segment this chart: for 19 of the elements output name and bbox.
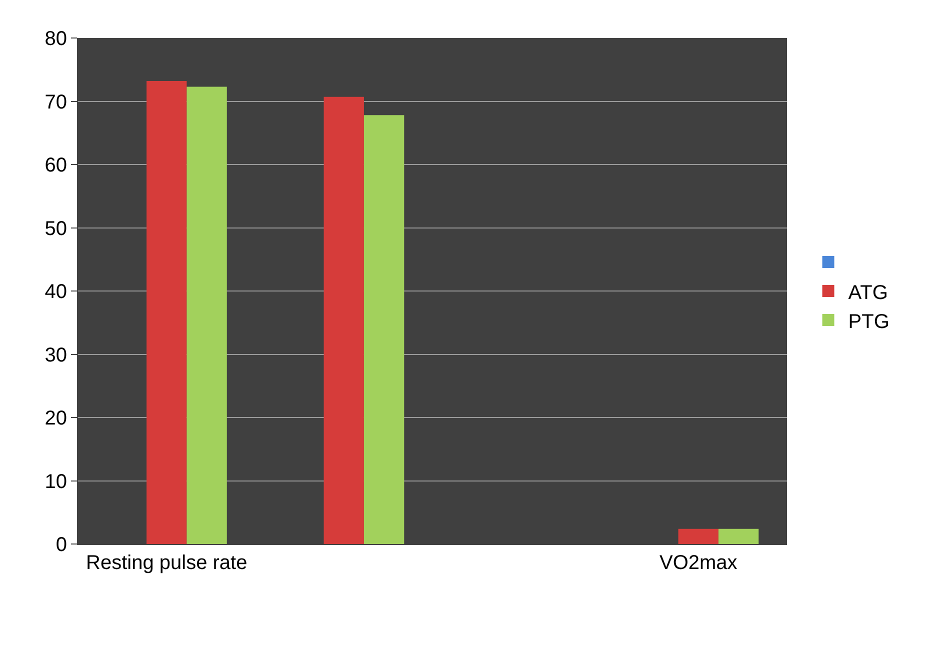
y-tick-label: 40 bbox=[44, 281, 67, 303]
y-tick-label: 20 bbox=[44, 408, 67, 430]
y-tick-label: 80 bbox=[44, 28, 67, 50]
x-tick-label: VO2max bbox=[659, 552, 738, 574]
y-tick-label: 10 bbox=[44, 470, 67, 493]
bar bbox=[146, 81, 187, 544]
bar bbox=[364, 115, 404, 544]
bar bbox=[678, 528, 718, 544]
legend-label: ATG bbox=[848, 282, 888, 304]
y-tick-label: 70 bbox=[44, 91, 67, 114]
bar bbox=[186, 86, 227, 544]
bar bbox=[324, 96, 364, 544]
x-tick-label: Resting pulse rate bbox=[86, 552, 248, 574]
y-tick-label: 50 bbox=[44, 218, 67, 240]
y-tick-label: 30 bbox=[44, 344, 67, 366]
bar bbox=[718, 528, 759, 544]
legend-label: PTG bbox=[848, 310, 890, 333]
y-tick-label: 0 bbox=[56, 534, 67, 556]
y-tick-label: 60 bbox=[44, 154, 67, 176]
